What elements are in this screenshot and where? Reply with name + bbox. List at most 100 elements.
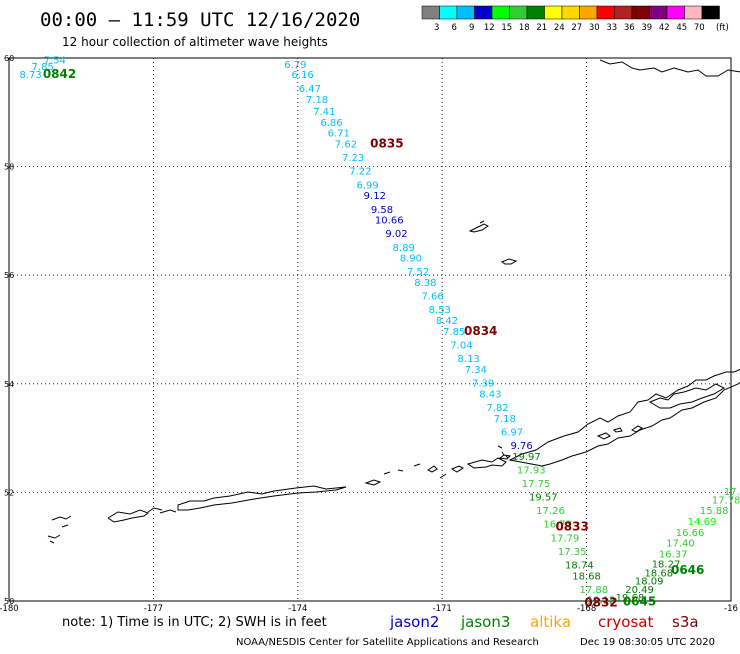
- swh-value: 17.26: [536, 506, 565, 517]
- swh-value: 17.78: [712, 495, 740, 506]
- swh-value: 7.22: [349, 167, 371, 178]
- legend-swatch: [474, 5, 493, 20]
- legend-label: 3: [434, 23, 439, 33]
- coastline-aleutians-central: [177, 485, 347, 511]
- swh-value: 6.47: [299, 84, 321, 95]
- coastline-unimak-islets: [497, 445, 509, 459]
- swh-value: 8.53: [429, 305, 451, 316]
- pass-time-label: 0835: [370, 137, 403, 151]
- swh-value: 8.13: [458, 354, 480, 365]
- legend-swatch: [649, 5, 668, 20]
- legend-label: 70: [694, 23, 705, 33]
- legend-unit: (ft): [716, 23, 729, 33]
- pass-time-label: 0646: [671, 563, 704, 577]
- legend-label: 45: [676, 23, 687, 33]
- swh-value: 8.89: [393, 243, 415, 254]
- legend-swatch: [666, 5, 685, 20]
- swh-value: 9.02: [385, 229, 407, 240]
- swh-value: 10.66: [375, 216, 404, 227]
- swh-value: 7.62: [335, 140, 357, 151]
- coastline-kodiak-area: [648, 383, 726, 409]
- swh-value: 7.85: [32, 62, 54, 73]
- x-tick-label: -174: [288, 604, 307, 614]
- swh-value: 16.66: [676, 528, 705, 539]
- swh-value: 18.74: [565, 560, 594, 571]
- swh-value: 7.23: [342, 153, 364, 164]
- legend-swatch: [579, 5, 598, 20]
- wave-height-legend: 3 6 9 12 15 18 21 24 27 30 33 36 39 42 45 70 (ft): [421, 5, 729, 33]
- legend-label: 9: [469, 23, 474, 33]
- pass-time-label: 0832: [584, 595, 617, 609]
- pass-time-label: 0645: [623, 594, 656, 608]
- axis-labels: -180 -177 -174 -171 -168 -16 60 58 56 54 52 50: [0, 54, 738, 614]
- chart-title: 00:00 – 11:59 UTC 12/16/2020: [40, 9, 360, 31]
- footer-credit: NOAA/NESDIS Center for Satellite Applica…: [236, 637, 539, 648]
- legend-label: 27: [571, 23, 582, 33]
- legend-label: 33: [606, 23, 617, 33]
- x-tick-label: -16: [724, 604, 738, 614]
- swh-value: 7.85: [443, 327, 465, 338]
- swh-value: 7.39: [472, 379, 494, 390]
- swh-value: 7.82: [486, 403, 508, 414]
- legend-swatch: [614, 5, 633, 20]
- swh-value: 9.58: [371, 205, 393, 216]
- swh-value: 6.97: [501, 427, 523, 438]
- swh-value: 17.75: [522, 479, 551, 490]
- legend-label: 18: [519, 23, 530, 33]
- swh-value: 17.93: [517, 465, 546, 476]
- legend-label: 15: [501, 23, 512, 33]
- x-tick-label: -177: [144, 604, 163, 614]
- coastline-shumagin: [596, 425, 643, 440]
- legend-swatch: [509, 5, 528, 20]
- swh-value: 7.66: [421, 292, 443, 303]
- coastline-aleutians-east: [364, 463, 464, 486]
- pass-time-label: 0833: [555, 519, 588, 533]
- swh-value: 6.79: [284, 60, 306, 71]
- swh-value: 14.69: [688, 517, 717, 528]
- y-tick-label: 58: [4, 163, 14, 172]
- swh-value: 9.76: [510, 441, 532, 452]
- swh-value: 8.38: [414, 278, 436, 289]
- coastline-st-matthew: [468, 220, 489, 233]
- swh-value: 17.88: [579, 585, 608, 596]
- legend-swatch: [684, 5, 703, 20]
- y-tick-label: 52: [4, 488, 14, 497]
- legend-swatch: [631, 5, 650, 20]
- y-tick-label: 56: [4, 271, 14, 280]
- legend-swatch: [596, 5, 615, 20]
- legend-swatch: [456, 5, 475, 20]
- swh-value: 17.79: [551, 533, 580, 544]
- map-area: 7.547.858.73 08426.796.166.477.187.416.86…: [8, 55, 740, 609]
- coastline-pribilof: [500, 258, 518, 265]
- swh-value: 8.43: [479, 389, 501, 400]
- swh-value: 17.40: [666, 539, 695, 550]
- swh-value: 8.42: [436, 316, 458, 327]
- swh-value: 8.73: [20, 70, 42, 81]
- y-tick-label: 54: [4, 380, 14, 389]
- legend-label: 24: [554, 23, 565, 33]
- swh-value: 16.73: [543, 520, 572, 531]
- satellite-tracks: 7.547.858.73 08426.796.166.477.187.416.86…: [20, 55, 740, 609]
- coastline-alaska-peninsula: [508, 368, 740, 467]
- legend-label: 42: [659, 23, 670, 33]
- map-frame: [8, 57, 732, 602]
- swh-value: 18.27: [652, 559, 681, 570]
- swh-value: 7.54: [44, 55, 66, 66]
- swh-value: 7.18: [494, 414, 516, 425]
- y-tick-label: 60: [4, 54, 14, 63]
- legend-label: 36: [624, 23, 635, 33]
- chart-subtitle: 12 hour collection of altimeter wave hei…: [62, 35, 328, 49]
- swh-value: 6.99: [356, 180, 378, 191]
- legend-label: 6: [452, 23, 457, 33]
- coastline-aleutians-west: [47, 507, 177, 544]
- swh-value: 6.86: [320, 118, 342, 129]
- satellite-legend-item: cryosat: [598, 613, 653, 631]
- legend-label: 12: [484, 23, 495, 33]
- swh-value: 19.12: [587, 596, 616, 607]
- satellite-legend-item: jason3: [460, 613, 510, 631]
- coastline-mainland-alaska: [599, 59, 740, 77]
- legend-swatch: [701, 5, 720, 20]
- satellite-legend-item: jason2: [389, 613, 439, 631]
